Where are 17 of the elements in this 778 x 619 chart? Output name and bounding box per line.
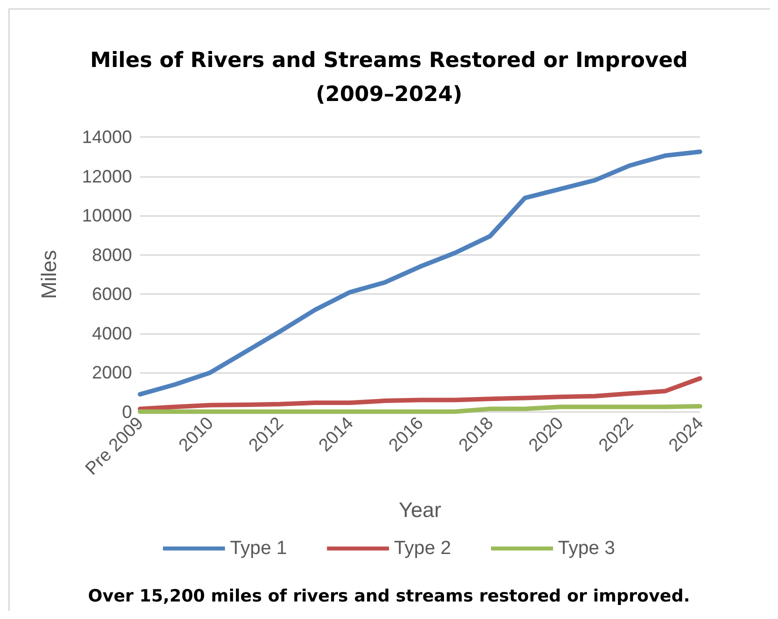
line-series xyxy=(138,149,702,397)
y-tick-label: 2000 xyxy=(92,362,132,383)
y-axis-title: Miles xyxy=(38,250,61,300)
chart-title: Miles of Rivers and Streams Restored or Improved (2009–2024) xyxy=(90,48,688,106)
y-tick-label: 10000 xyxy=(82,206,132,226)
text: Over 15,200 miles of rivers and streams restored or improved. xyxy=(88,586,690,606)
legend-label: Type 2 xyxy=(394,538,452,559)
x-axis-title: Year xyxy=(398,499,442,522)
y-tick-label: 12000 xyxy=(82,166,132,186)
y-tick-label: 14000 xyxy=(82,127,132,147)
y-tick-label: 0 xyxy=(122,402,132,422)
y-tick-label: 8000 xyxy=(92,244,132,265)
y-tick-label: 6000 xyxy=(92,284,132,304)
y-tick-label: 4000 xyxy=(92,323,132,344)
line-series xyxy=(138,376,702,412)
legend-label: Type 3 xyxy=(558,538,616,559)
legend-label: Type 1 xyxy=(230,538,287,559)
